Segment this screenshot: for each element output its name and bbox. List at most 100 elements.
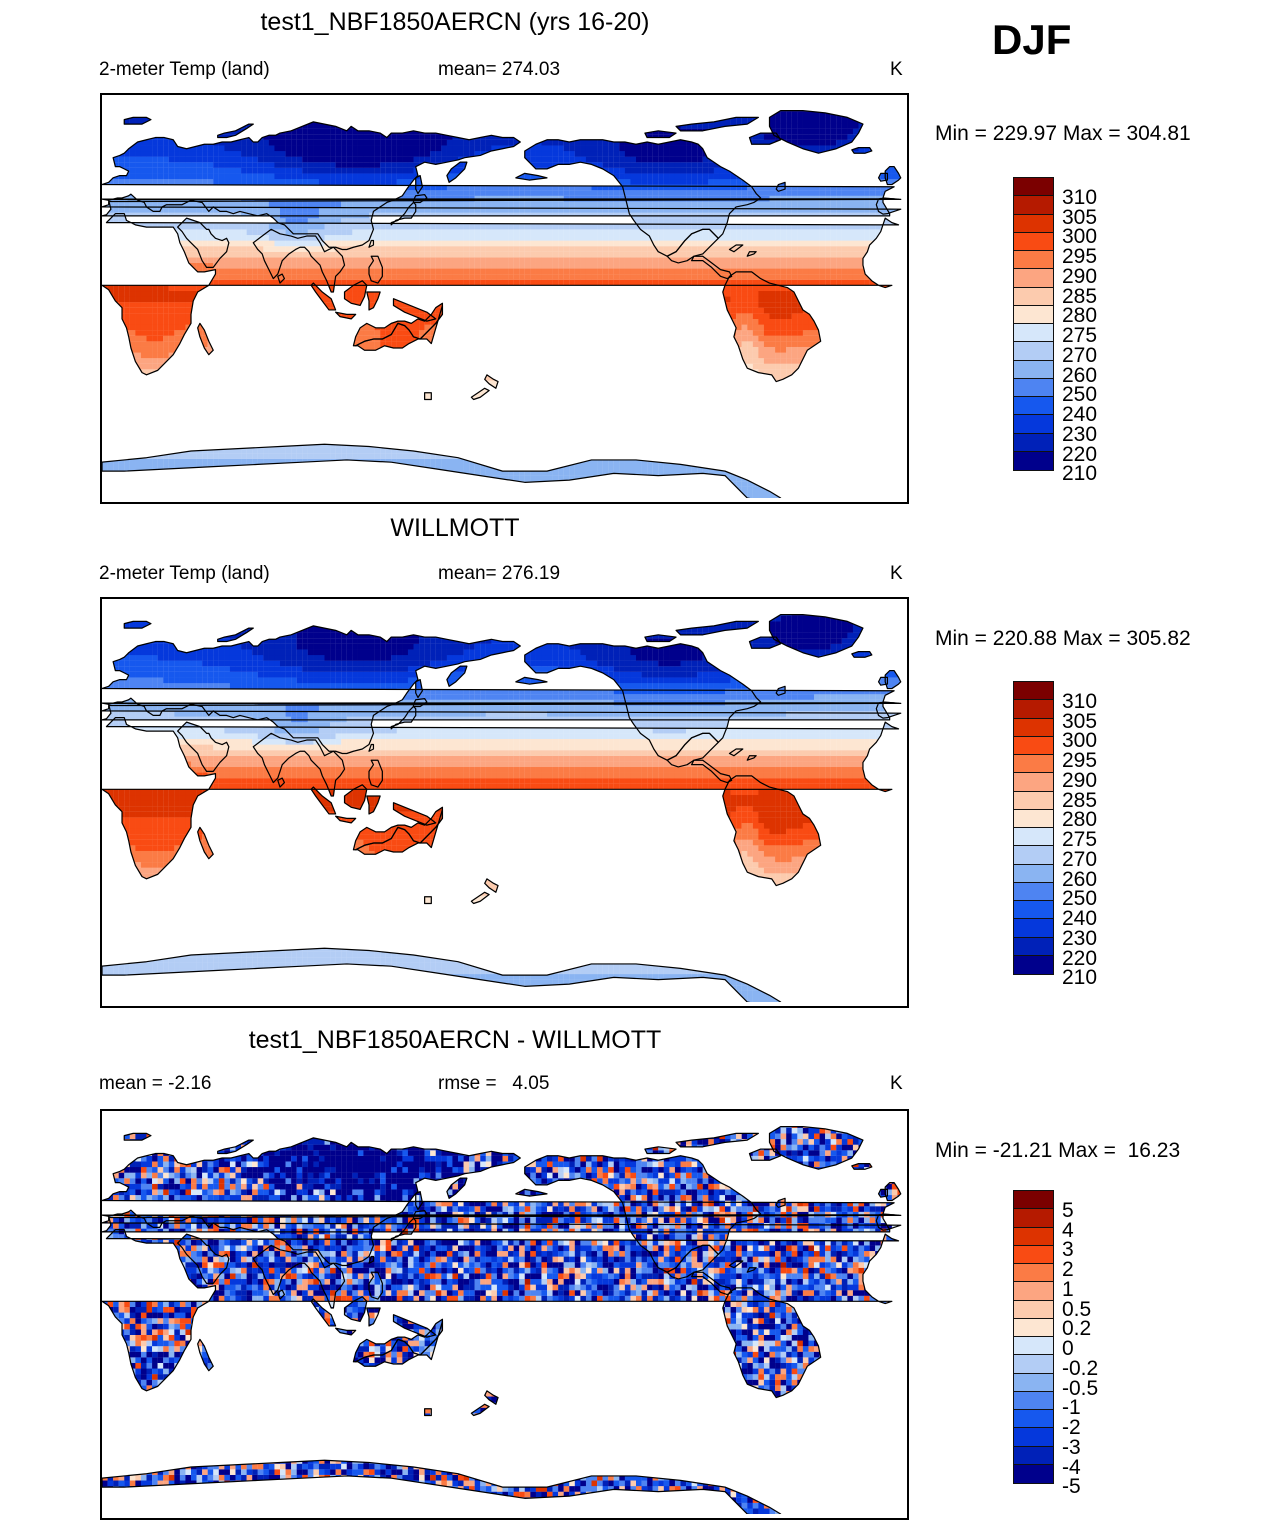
- colorbar-cell: [1013, 195, 1054, 215]
- map-plot-obs: [100, 597, 909, 1008]
- colorbar-tick: 1: [1062, 1279, 1074, 1300]
- colorbar-tick: 275: [1062, 829, 1097, 850]
- season-label: DJF: [992, 16, 1071, 64]
- colorbar-cell: [1013, 341, 1054, 361]
- colorbar-difference: [1013, 1190, 1054, 1484]
- units-label-obs: K: [890, 563, 903, 585]
- colorbar-tick: -2: [1062, 1417, 1081, 1438]
- minmax-label-model: Min = 229.97 Max = 304.81: [935, 122, 1191, 146]
- minmax-label-obs: Min = 220.88 Max = 305.82: [935, 627, 1191, 651]
- rmse-label-difference: rmse = 4.05: [438, 1073, 549, 1095]
- land-shading: [102, 1111, 903, 1514]
- colorbar-tick: 290: [1062, 266, 1097, 287]
- map-canvas-model: [102, 95, 903, 498]
- colorbar-tick: 240: [1062, 404, 1097, 425]
- colorbar-tick: 275: [1062, 325, 1097, 346]
- colorbar-cell: [1013, 1300, 1054, 1320]
- mean-label-difference: mean = -2.16: [99, 1073, 212, 1095]
- colorbar-tick: 230: [1062, 928, 1097, 949]
- colorbar-cell: [1013, 864, 1054, 884]
- colorbar-cell: [1013, 845, 1054, 865]
- colorbar-cell: [1013, 1227, 1054, 1247]
- colorbar-cell: [1013, 827, 1054, 847]
- colorbar-cell: [1013, 214, 1054, 234]
- colorbar-cell: [1013, 378, 1054, 398]
- colorbar-cell: [1013, 937, 1054, 957]
- colorbar-cell: [1013, 1427, 1054, 1447]
- colorbar-tick: -5: [1062, 1476, 1081, 1497]
- colorbar-tick: 295: [1062, 750, 1097, 771]
- land-shading: [102, 599, 903, 1002]
- colorbar-tick: 270: [1062, 849, 1097, 870]
- colorbar-tick: 0: [1062, 1338, 1074, 1359]
- map-canvas-obs: [102, 599, 903, 1002]
- colorbar-tick: 310: [1062, 187, 1097, 208]
- panel-title-difference: test1_NBF1850AERCN - WILLMOTT: [0, 1026, 910, 1055]
- colorbar-cell: [1013, 1391, 1054, 1411]
- colorbar-cell: [1013, 433, 1054, 453]
- panel-title-obs: WILLMOTT: [0, 514, 910, 543]
- map-plot-model: [100, 93, 909, 504]
- colorbar-cell: [1013, 360, 1054, 380]
- colorbar-cell: [1013, 1190, 1054, 1210]
- field-label-obs: 2-meter Temp (land): [99, 563, 270, 585]
- units-label-model: K: [890, 59, 903, 81]
- colorbar-cell: [1013, 232, 1054, 252]
- colorbar-tick: 210: [1062, 967, 1097, 988]
- colorbar-cell: [1013, 772, 1054, 792]
- map-canvas-difference: [102, 1111, 903, 1514]
- colorbar-cell: [1013, 250, 1054, 270]
- colorbar-tick: 230: [1062, 424, 1097, 445]
- colorbar-cell: [1013, 177, 1054, 197]
- map-plot-difference: [100, 1109, 909, 1520]
- colorbar-cell: [1013, 1336, 1054, 1356]
- colorbar-cell: [1013, 1281, 1054, 1301]
- colorbar-cell: [1013, 900, 1054, 920]
- colorbar-tick: 310: [1062, 691, 1097, 712]
- colorbar-cell: [1013, 1446, 1054, 1466]
- colorbar-cell: [1013, 1208, 1054, 1228]
- field-label-model: 2-meter Temp (land): [99, 59, 270, 81]
- colorbar-cell: [1013, 1354, 1054, 1374]
- colorbar-cell: [1013, 718, 1054, 738]
- colorbar-cell: [1013, 699, 1054, 719]
- colorbar-cell: [1013, 1263, 1054, 1283]
- colorbar-cell: [1013, 1318, 1054, 1338]
- colorbar-tick: 240: [1062, 908, 1097, 929]
- colorbar-cell: [1013, 305, 1054, 325]
- panel-title-model: test1_NBF1850AERCN (yrs 16-20): [0, 8, 910, 37]
- colorbar-cell: [1013, 451, 1054, 471]
- colorbar-cell: [1013, 1464, 1054, 1484]
- colorbar-cell: [1013, 1245, 1054, 1265]
- colorbar-cell: [1013, 414, 1054, 434]
- colorbar-cell: [1013, 268, 1054, 288]
- colorbar-model: [1013, 177, 1054, 471]
- colorbar-tick: 5: [1062, 1200, 1074, 1221]
- colorbar-cell: [1013, 681, 1054, 701]
- minmax-label-difference: Min = -21.21 Max = 16.23: [935, 1139, 1180, 1163]
- colorbar-obs: [1013, 681, 1054, 975]
- units-label-difference: K: [890, 1073, 903, 1095]
- colorbar-tick: 295: [1062, 246, 1097, 267]
- colorbar-tick: 270: [1062, 345, 1097, 366]
- mean-label-obs: mean= 276.19: [438, 563, 560, 585]
- colorbar-tick: 210: [1062, 463, 1097, 484]
- colorbar-cell: [1013, 955, 1054, 975]
- colorbar-tick: -3: [1062, 1437, 1081, 1458]
- colorbar-cell: [1013, 882, 1054, 902]
- colorbar-cell: [1013, 754, 1054, 774]
- colorbar-cell: [1013, 736, 1054, 756]
- colorbar-tick: 290: [1062, 770, 1097, 791]
- colorbar-cell: [1013, 1373, 1054, 1393]
- colorbar-cell: [1013, 287, 1054, 307]
- colorbar-cell: [1013, 809, 1054, 829]
- colorbar-cell: [1013, 396, 1054, 416]
- mean-label-model: mean= 274.03: [438, 59, 560, 81]
- colorbar-tick: -0.2: [1062, 1358, 1098, 1379]
- land-shading: [102, 95, 903, 498]
- colorbar-cell: [1013, 1409, 1054, 1429]
- colorbar-tick: 2: [1062, 1259, 1074, 1280]
- colorbar-cell: [1013, 791, 1054, 811]
- colorbar-cell: [1013, 918, 1054, 938]
- colorbar-cell: [1013, 323, 1054, 343]
